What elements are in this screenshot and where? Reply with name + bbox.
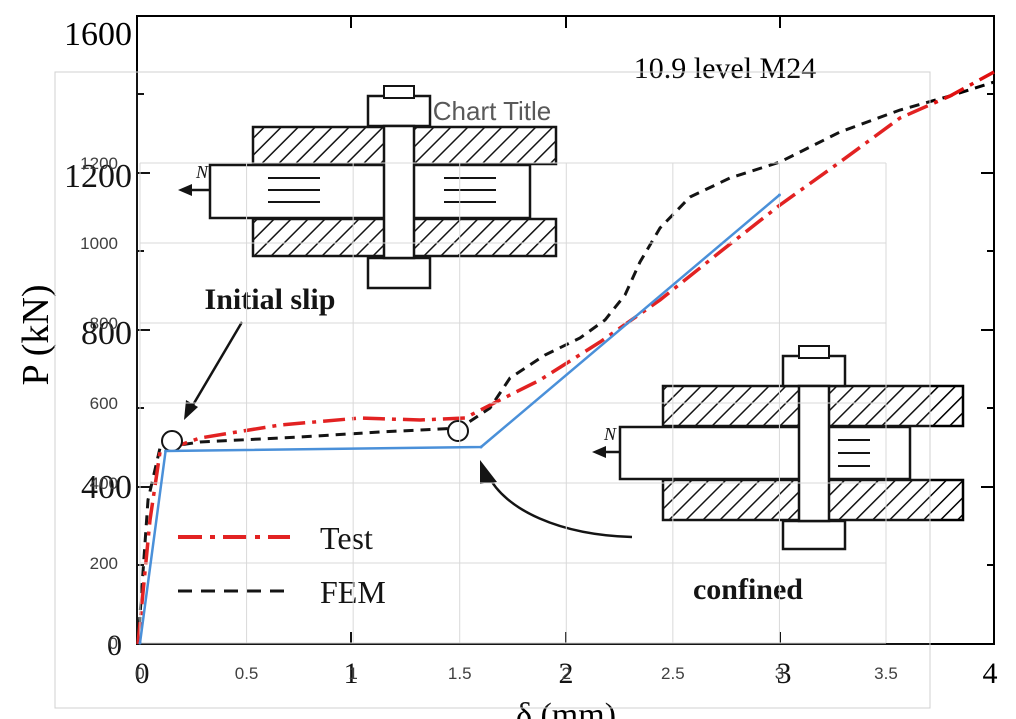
- background-y-tick-label: 0: [107, 629, 122, 662]
- initial-slip-label: Initial slip: [205, 283, 336, 316]
- overlay-chart: Chart Title 0 200 400 600 800 1000 1200 0 0.5 1 1.…: [54, 71, 931, 709]
- overlay-x-tick-label: 1: [348, 664, 357, 683]
- background-x-tick-label: 1: [344, 657, 359, 690]
- overlay-x-tick-label: 2: [562, 664, 571, 683]
- overlay-series-point: [164, 449, 168, 453]
- background-y-tick-label: 1600: [64, 16, 132, 53]
- background-x-tick-label: 4: [983, 657, 998, 690]
- overlay-y-tick-label: 1200: [80, 154, 118, 173]
- initial-slip-arrowhead: [184, 400, 198, 420]
- overlay-series-point: [777, 193, 781, 197]
- overlay-y-tick-label: 0: [109, 634, 118, 653]
- test-curve: [136, 70, 995, 645]
- background-x-tick-label: 3: [777, 657, 792, 690]
- overlay-series-point: [138, 641, 142, 645]
- background-y-tick-label: 400: [81, 469, 132, 506]
- background-y-axis-label: P (kN): [15, 285, 57, 386]
- overlay-y-tick-label: 1000: [80, 234, 118, 253]
- overlay-chart-title: Chart Title: [433, 96, 552, 126]
- overlay-x-tick-label: 0.5: [235, 664, 259, 683]
- force-label-confined: N: [603, 424, 617, 444]
- fem-curve: [136, 80, 995, 645]
- force-label-slip: N: [195, 162, 209, 182]
- overlay-chart-area: [54, 71, 931, 709]
- legend-test-label: Test: [320, 520, 373, 556]
- overlay-y-tick-label: 200: [90, 554, 118, 573]
- confined-arrowhead: [480, 460, 497, 484]
- slip-marker-end: [447, 420, 469, 442]
- overlay-y-tick-label: 600: [90, 394, 118, 413]
- overlay-series-line: [138, 194, 781, 644]
- background-x-tick-label: 0: [135, 657, 150, 690]
- confined-label: confined: [693, 573, 803, 606]
- bolt-joint-diagram-confined: N: [592, 345, 965, 551]
- overlay-x-tick-label: 0: [135, 664, 144, 683]
- bolt-grade-annotation: 10.9 level M24: [634, 52, 816, 85]
- background-y-tick-label: 1200: [64, 158, 132, 195]
- overlay-y-tick-label: 400: [90, 474, 118, 493]
- background-y-tick-label: 800: [81, 315, 132, 352]
- overlay-x-tick-label: 1.5: [448, 664, 472, 683]
- overlay-x-tick-label: 3.5: [874, 664, 898, 683]
- overlay-x-tick-label: 2.5: [661, 664, 685, 683]
- overlay-series-point: [479, 445, 483, 449]
- background-x-tick-label: 2: [559, 657, 574, 690]
- background-y-ticks: [137, 15, 994, 645]
- bolt-joint-diagram-slip: N: [178, 85, 558, 290]
- background-x-ticks: [350, 16, 781, 644]
- confined-arrow: [486, 474, 633, 539]
- overlay-gridlines: [139, 162, 887, 644]
- initial-slip-arrow: [188, 321, 244, 411]
- background-figure: 0 400 800 1200 1600 0 1 2 3 4 P (kN) δ (…: [15, 15, 998, 719]
- overlay-x-tick-label: 3: [775, 664, 784, 683]
- overlay-y-tick-label: 800: [90, 314, 118, 333]
